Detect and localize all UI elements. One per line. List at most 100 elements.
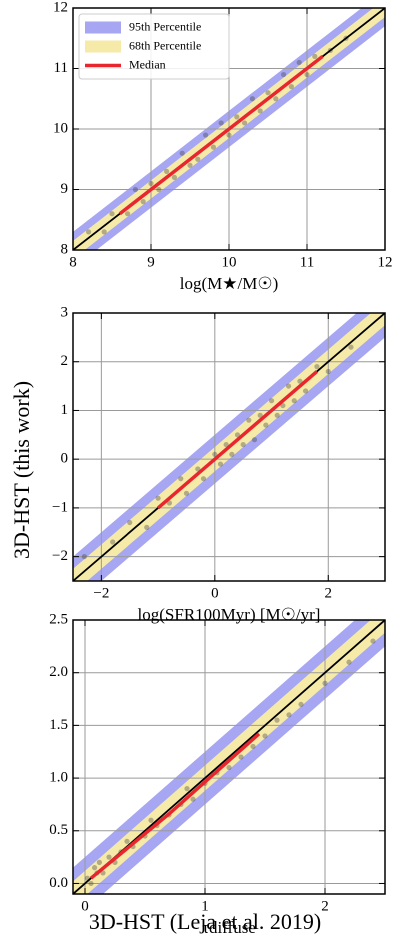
data-point — [164, 168, 170, 174]
data-point — [212, 451, 218, 457]
data-point — [195, 466, 201, 472]
data-point — [140, 199, 146, 205]
median-line — [118, 55, 324, 216]
data-point — [263, 422, 269, 428]
y-tick-label: 8 — [61, 241, 69, 257]
y-tick-label: 0 — [61, 451, 69, 467]
data-point — [291, 398, 297, 404]
data-point — [238, 754, 244, 760]
data-point — [304, 71, 310, 78]
x-tick-label: 11 — [300, 254, 314, 270]
median-line — [89, 732, 261, 880]
x-tick-label: 2 — [325, 585, 333, 601]
data-point — [288, 84, 294, 90]
y-tick-label: 11 — [54, 60, 68, 76]
x-tick-label: 10 — [222, 254, 237, 270]
data-point — [144, 524, 150, 531]
data-point — [88, 880, 94, 887]
data-point — [109, 211, 115, 217]
y-tick-label: 0.5 — [49, 822, 68, 838]
data-point — [262, 733, 268, 739]
legend-label: 95th Percentile — [129, 19, 201, 33]
data-point — [110, 539, 116, 545]
data-point — [370, 638, 376, 644]
data-point — [155, 495, 161, 501]
data-point — [312, 53, 318, 60]
y-tick-label: −2 — [52, 548, 68, 564]
data-point — [296, 59, 302, 66]
data-point — [285, 383, 292, 389]
data-point — [250, 743, 256, 750]
data-point — [190, 796, 196, 802]
axes-frame — [72, 312, 386, 582]
data-point — [229, 451, 235, 457]
y-tick-label: 3 — [61, 304, 69, 320]
data-point — [124, 838, 130, 844]
data-point — [226, 132, 232, 138]
data-point — [325, 368, 331, 375]
data-point — [200, 476, 207, 482]
data-point — [156, 186, 162, 193]
data-point — [242, 120, 248, 126]
data-point — [166, 500, 173, 506]
data-point — [226, 764, 232, 771]
shared-y-label: 3D-HST (this work) — [9, 381, 34, 559]
x-tick-label: 12 — [378, 254, 393, 270]
data-point — [187, 162, 193, 168]
data-point — [251, 437, 258, 443]
data-point — [297, 378, 303, 384]
shared-x-label: 3D-HST (Leja et al. 2019) — [89, 909, 321, 934]
data-point — [280, 402, 286, 409]
y-tick-label: 2.0 — [49, 664, 68, 680]
y-tick-label: −1 — [52, 499, 68, 515]
x-tick-label: 8 — [69, 254, 77, 270]
data-point — [184, 786, 190, 792]
x-tick-label: 9 — [147, 254, 155, 270]
x-axis-label: log(M★/M☉) — [180, 274, 278, 293]
data-point — [101, 229, 107, 235]
x-tick-label: 2 — [321, 898, 329, 914]
data-point — [171, 174, 177, 180]
data-point — [286, 712, 292, 718]
median-line — [156, 370, 319, 510]
plot-area — [73, 620, 385, 894]
legend-swatch — [85, 21, 121, 34]
data-point — [218, 120, 224, 126]
data-point — [203, 132, 209, 138]
y-tick-label: 10 — [53, 120, 68, 136]
data-point — [178, 476, 184, 482]
data-point — [257, 412, 263, 418]
data-point — [257, 108, 263, 114]
data-point — [234, 432, 241, 438]
x-tick-label: 0 — [211, 585, 219, 601]
data-point — [322, 680, 328, 686]
y-tick-label: 9 — [61, 181, 69, 197]
legend-swatch — [85, 40, 121, 53]
data-point — [281, 71, 287, 78]
y-tick-label: 2 — [61, 353, 69, 369]
x-tick-label: 0 — [81, 898, 89, 914]
data-point — [348, 344, 354, 350]
data-point — [179, 150, 185, 156]
x-axis-label: τdiffuse — [202, 918, 256, 937]
data-point — [86, 229, 92, 235]
data-point — [346, 659, 352, 665]
x-tick-label: −2 — [93, 585, 109, 601]
y-tick-label: 1.0 — [49, 770, 68, 786]
data-point — [127, 519, 133, 526]
data-point — [246, 417, 252, 423]
data-point — [223, 441, 229, 448]
data-point — [195, 156, 201, 162]
plot-area — [73, 313, 385, 581]
data-point — [125, 211, 131, 217]
data-point — [234, 114, 240, 120]
data-point — [273, 96, 279, 102]
y-tick-label: 0.0 — [49, 875, 68, 891]
data-point — [96, 859, 102, 865]
data-point — [132, 186, 138, 193]
y-tick-label: 1.5 — [49, 717, 68, 733]
data-point — [314, 364, 320, 370]
data-point — [274, 717, 280, 723]
